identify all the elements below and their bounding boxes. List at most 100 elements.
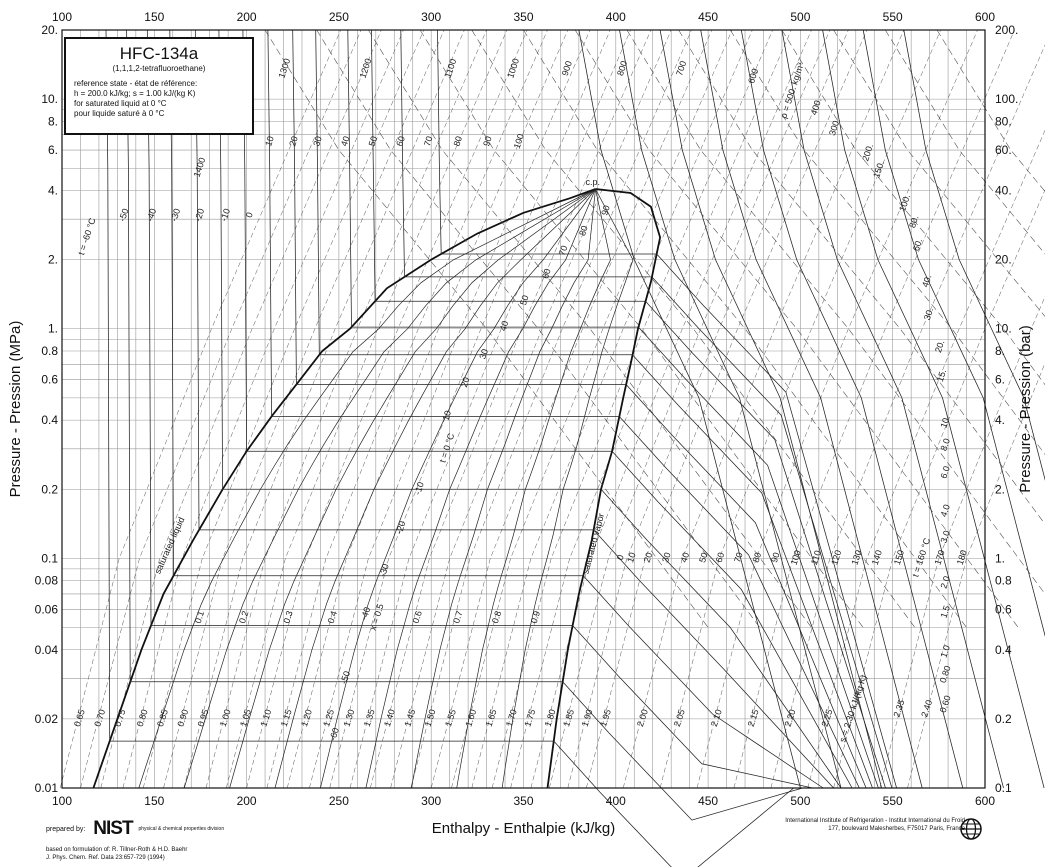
chart-title: HFC-134a (119, 44, 199, 63)
y-tick-label-right: 0.2 (995, 712, 1012, 726)
iifr-line-1: International Institute of Refrigeration… (785, 818, 965, 824)
iso-line-label: 70 (557, 244, 570, 257)
iso-line-label: 80. (907, 214, 920, 229)
chart-subtitle: (1,1,1,2-tetrafluoroethane) (112, 64, 206, 73)
isentrope-line (491, 29, 773, 789)
iso-line-label: 100 (512, 133, 526, 150)
iso-line-label: 10 (263, 135, 276, 148)
iso-line-label: 70 (422, 135, 435, 148)
y-tick-label-right: 20. (995, 253, 1012, 267)
x-tick-label: 150 (144, 10, 164, 24)
isochore-line (368, 29, 812, 628)
isentrope-line (286, 29, 569, 789)
citation-line-2: J. Phys. Chem. Ref. Data 23:657-729 (199… (46, 855, 165, 861)
iso-line-label: 2.00 (635, 708, 650, 728)
iso-line-label: 0.80 (135, 708, 150, 728)
x-tick-label: 500 (790, 794, 810, 808)
iso-line-label: 600 (746, 67, 760, 84)
iso-line-label: 1.90 (580, 708, 595, 728)
iso-line-label: 1.70 (504, 708, 519, 728)
iso-line-label: -10 (412, 481, 426, 496)
y-tick-label-right: 6. (995, 373, 1005, 387)
iso-line-label: 150. (871, 159, 886, 179)
iso-line-label: 0.4 (326, 610, 339, 625)
iso-line-label: 1400 (192, 156, 208, 178)
saturated-liquid-line (92, 188, 596, 789)
nist-division: physical & chemical properties division (138, 826, 225, 832)
iso-line-label: 1.30 (341, 708, 356, 728)
isentrope-line (349, 29, 631, 789)
isochore-line (833, 29, 1045, 317)
isotherm-line (578, 29, 801, 789)
y-tick-label-left: 0.2 (41, 482, 58, 496)
iso-line-label: 2.10 (709, 708, 724, 728)
iso-line-label: 0.90 (175, 708, 190, 728)
iso-line-label: 0.95 (196, 708, 211, 728)
saturated-vapor-label: saturated vapor (580, 512, 606, 575)
isotherm-line (740, 29, 964, 789)
x-tick-label: 250 (329, 10, 349, 24)
iso-line-label: 1.5 (939, 604, 952, 619)
isentrope-line (586, 29, 868, 789)
iso-line-label: 1.55 (443, 708, 458, 728)
iso-line-label: 110 (809, 549, 823, 566)
isochore-line (936, 29, 1045, 192)
iso-line-label: -10 (219, 207, 233, 222)
axis-ticks: 1001001501502002002502503003003503504004… (35, 10, 1019, 808)
y-tick-label-left: 2. (48, 253, 58, 267)
isotherm-line (292, 29, 867, 789)
isotherm-line (315, 29, 873, 789)
isentrope-line (309, 29, 591, 789)
y-tick-label-right: 200. (995, 23, 1018, 37)
iso-line-label: 2.20 (783, 708, 798, 728)
iso-line-label: 80 (577, 224, 590, 237)
y-tick-label-right: 2. (995, 482, 1005, 496)
iso-line-label: s = 2.30 kJ/(kg K) (837, 674, 868, 744)
isentrope-line (205, 29, 487, 789)
iso-line-label: 2.05 (672, 708, 687, 728)
iso-line-label: 90 (481, 135, 494, 148)
iso-line-label: 130 (850, 549, 864, 566)
iso-line-label: 200. (860, 143, 875, 163)
y-tick-label-right: 80. (995, 114, 1012, 128)
x-tick-label: 450 (698, 10, 718, 24)
iso-line-label: 30 (477, 348, 490, 361)
iso-line-label: 0.60 (938, 694, 953, 714)
isochore-line (730, 29, 1045, 455)
isochore-line (885, 29, 1045, 255)
iso-line-label: 50 (518, 294, 531, 307)
iso-line-label: t = 160 °C (910, 536, 932, 578)
isotherm-line (267, 29, 860, 789)
iso-line-label: 40 (679, 551, 692, 564)
iso-line-label: 1.25 (321, 708, 336, 728)
isochore-line (419, 29, 864, 628)
iifr-line-2: 177, boulevard Malesherbes, F75017 Paris… (828, 826, 965, 832)
y-tick-label-right: 0.6 (995, 602, 1012, 616)
reference-line-3: for saturated liquid at 0 °C (74, 99, 167, 108)
iso-line-label: 0.1 (193, 610, 206, 625)
x-tick-label: 500 (790, 10, 810, 24)
iso-line-label: 20. (933, 339, 946, 354)
iso-line-label: 0.70 (92, 708, 107, 728)
y-tick-label-left: 20. (41, 23, 58, 37)
isotherm-line (194, 29, 834, 789)
iso-line-label: 1100 (443, 58, 458, 80)
iso-line-label: 60. (911, 237, 924, 252)
iso-line-label: 2.0 (939, 575, 952, 590)
x-tick-label: 400 (606, 794, 626, 808)
iso-line-label: 150 (892, 549, 906, 566)
x-tick-label: 200 (237, 794, 257, 808)
prepared-by-label: prepared by: (46, 825, 86, 833)
iso-line-label: 10 (440, 409, 453, 422)
y-tick-label-left: 0.01 (35, 781, 59, 795)
iso-line-label: 1.95 (598, 708, 613, 728)
iso-line-label: 1.60 (463, 708, 478, 728)
globe-logo-icon (960, 818, 982, 840)
isentrope-line (226, 29, 508, 789)
iso-line-label: 8.0 (939, 437, 952, 452)
isentrope-line (390, 29, 672, 789)
iso-line-label: 10. (939, 414, 952, 429)
isentrope-line (622, 29, 905, 789)
iso-line-label: 80 (751, 551, 764, 564)
iso-line-label: 100 (789, 549, 803, 566)
